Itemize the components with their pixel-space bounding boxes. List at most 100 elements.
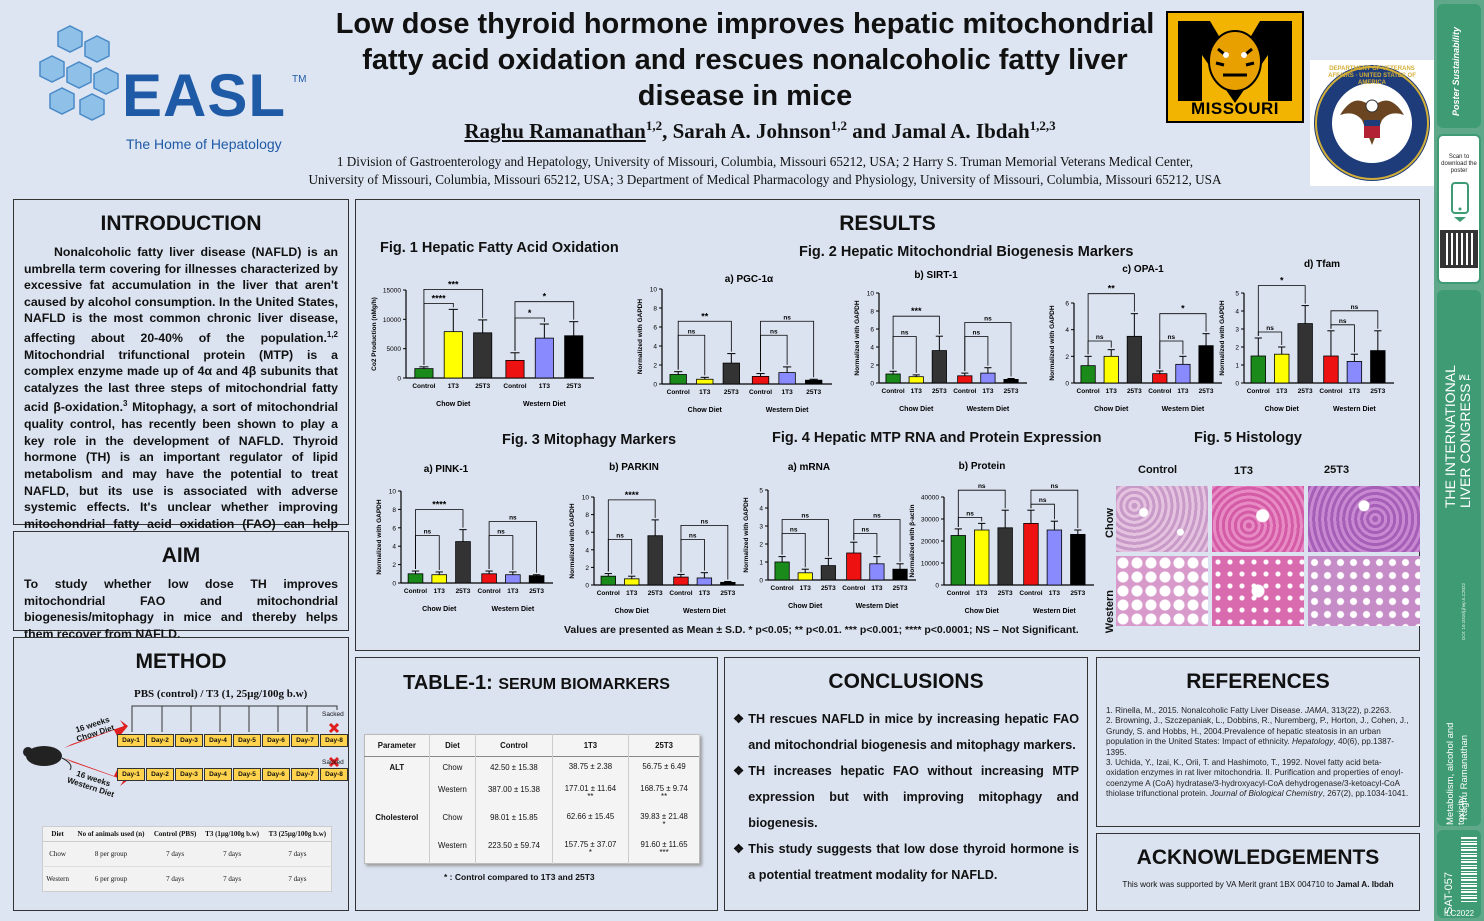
y-tick-label: 4 <box>870 345 874 352</box>
table-row: Western 6 per group 7 days 7 days 7 days <box>42 866 332 892</box>
category-label: 1T3 <box>976 590 988 597</box>
method-table-header: Diet No of animals used (n) Control (PBS) T… <box>42 826 332 842</box>
category-label: 1T3 <box>626 590 638 597</box>
bar <box>820 565 836 581</box>
significance-label: **** <box>625 490 640 500</box>
bar <box>505 359 525 379</box>
bar <box>722 362 740 385</box>
table-cell: 8 per group <box>72 841 150 867</box>
table1-header-cell: 1T3 <box>552 734 630 757</box>
day-box: Day-6 <box>262 734 290 747</box>
scan-text: Scan to download the poster <box>1441 154 1477 174</box>
bar <box>443 331 463 379</box>
chart-panel-title: b) SIRT-1 <box>914 270 958 281</box>
significance-bracket <box>514 301 575 351</box>
hexagon-cluster-icon <box>39 25 119 121</box>
aim-section: AIM To study whether low dose TH improve… <box>13 531 349 641</box>
group-label-chow: Chow Diet <box>1265 406 1300 413</box>
conclusion-text: This study suggests that low dose thyroi… <box>748 842 1079 882</box>
conclusions-heading: CONCLUSIONS <box>828 670 984 693</box>
t3-1-significance: * <box>588 847 592 857</box>
significance-label: **** <box>432 500 447 510</box>
va-seal: DEPARTMENT OF VETERANS AFFAIRS · UNITED … <box>1310 60 1434 186</box>
category-label: 1T3 <box>982 388 994 395</box>
chart-sirt: 0 2 4 6 8 10 Normalized with GAPDH Control 1T3 25… <box>854 270 1027 413</box>
poster-author: Raghu Ramanathan <box>1459 734 1470 820</box>
t3-25-value: 39.83 ± 21.48 <box>640 811 688 821</box>
y-tick-label: 10000 <box>921 561 939 568</box>
table-row: ALT Chow 42.50 ± 15.38 38.75 ± 2.38 56.75 ± … <box>364 756 700 779</box>
category-label: 25T3 <box>1370 388 1385 395</box>
bar <box>534 337 554 379</box>
y-tick-label: 6 <box>392 525 396 532</box>
y-tick-label: 6 <box>585 530 589 537</box>
conclusion-text: TH rescues NAFLD in mice by increasing h… <box>748 712 1079 752</box>
doi-text: DOI: 10.1016/j.jhep.ILC2022 <box>1461 582 1466 640</box>
significance-bracket <box>1159 313 1207 369</box>
day-box: Day-3 <box>175 768 203 781</box>
category-label: 1T3 <box>699 590 711 597</box>
y-tick-label: 0 <box>653 382 657 389</box>
t3-25-cell: 168.75 ± 9.74 ** <box>629 779 700 807</box>
bar <box>1274 353 1290 384</box>
y-tick-label: 8 <box>870 309 874 316</box>
significance-bracket <box>760 334 788 372</box>
scan-download-panel[interactable]: Scan to download the poster <box>1437 134 1481 284</box>
protocol-label: PBS (control) / T3 (1, 25μg/100g b.w) <box>134 688 308 700</box>
table-cell: Chow <box>42 841 73 867</box>
histology-row-chow: Chow <box>1104 508 1116 538</box>
category-label: 25T3 <box>1004 388 1019 395</box>
significance-label: ** <box>701 311 709 321</box>
significance-label: ns <box>966 510 974 517</box>
day-box: Day-7 <box>291 734 319 747</box>
method-section: METHOD PBS (control) / T3 (1, 25μg/100g … <box>13 637 349 911</box>
category-label: Control <box>1319 388 1342 395</box>
table1-footnote: * : Control compared to 1T3 and 25T3 <box>444 872 595 882</box>
y-axis-label: Normalized with GAPDH <box>854 300 861 375</box>
bar <box>1250 355 1266 384</box>
category-label: 25T3 <box>893 585 908 592</box>
bar <box>696 378 714 385</box>
table-cell: 7 days <box>263 866 332 892</box>
conclusion-item: ❖ This study suggests that low dose thyro… <box>733 836 1079 888</box>
author-2: , Sarah A. Johnson <box>662 119 831 143</box>
group-label-chow: Chow Diet <box>688 407 723 414</box>
y-tick-label: 2 <box>653 363 657 370</box>
bar <box>751 375 770 385</box>
bar <box>624 578 640 586</box>
diet-cell: Chow <box>429 756 477 779</box>
significance-label: *** <box>448 279 459 289</box>
bar <box>564 335 584 379</box>
y-tick-label: 4 <box>392 544 396 551</box>
results-significance-note: Values are presented as Mean ± S.D. * p<… <box>564 624 1079 636</box>
t3-1-value: 177.01 ± 11.64 <box>564 783 617 793</box>
chart-parkin: 0 2 4 6 8 10 Normalized with GAPDH Control 1T3 25… <box>569 462 744 615</box>
y-tick-label: 6 <box>870 327 874 334</box>
method-table-header-cell: T3 (25μg/100g b.w) <box>263 826 332 842</box>
chart-opa: 0 2 4 6 Normalized with GAPDH Control 1T3 25T3 C… <box>1049 264 1222 413</box>
event-code: ILC2022 <box>1443 909 1475 918</box>
significance-label: ns <box>1339 318 1347 325</box>
bar <box>950 535 966 586</box>
significance-bracket <box>760 320 815 378</box>
category-label: Control <box>1247 388 1270 395</box>
qr-code-icon[interactable] <box>1440 230 1478 268</box>
day-box: Day-6 <box>262 768 290 781</box>
t3-1-cell: 177.01 ± 11.64 ** <box>552 778 630 807</box>
day-box: Day-8 <box>320 734 348 747</box>
day-timeline-western: Day-1 Day-2 Day-3 Day-4 Day-5 Day-6 Day-7 Day-8 <box>117 768 348 781</box>
chart-panel-title: a) PGC-1α <box>725 274 774 285</box>
category-label: Control <box>771 585 794 592</box>
significance-label: ns <box>1051 483 1059 490</box>
table1-heading: TABLE-1: SERUM BIOMARKERS <box>403 672 670 694</box>
category-label: Control <box>1077 388 1100 395</box>
group-label-chow: Chow Diet <box>1094 406 1129 413</box>
significance-label: ns <box>509 515 517 522</box>
acknowledgements-section: ACKNOWLEDGEMENTS This work was supported… <box>1096 833 1420 911</box>
missouri-logo: MISSOURI <box>1166 11 1304 123</box>
author-1: Raghu Ramanathan <box>464 119 646 143</box>
table-row: Cholesterol Chow 98.01 ± 15.85 62.66 ± 15.4… <box>364 806 700 835</box>
group-label-western: Western Diet <box>1033 608 1076 615</box>
y-tick-label: 1 <box>759 560 763 567</box>
sacked-label-chow: Sacked <box>322 711 344 718</box>
